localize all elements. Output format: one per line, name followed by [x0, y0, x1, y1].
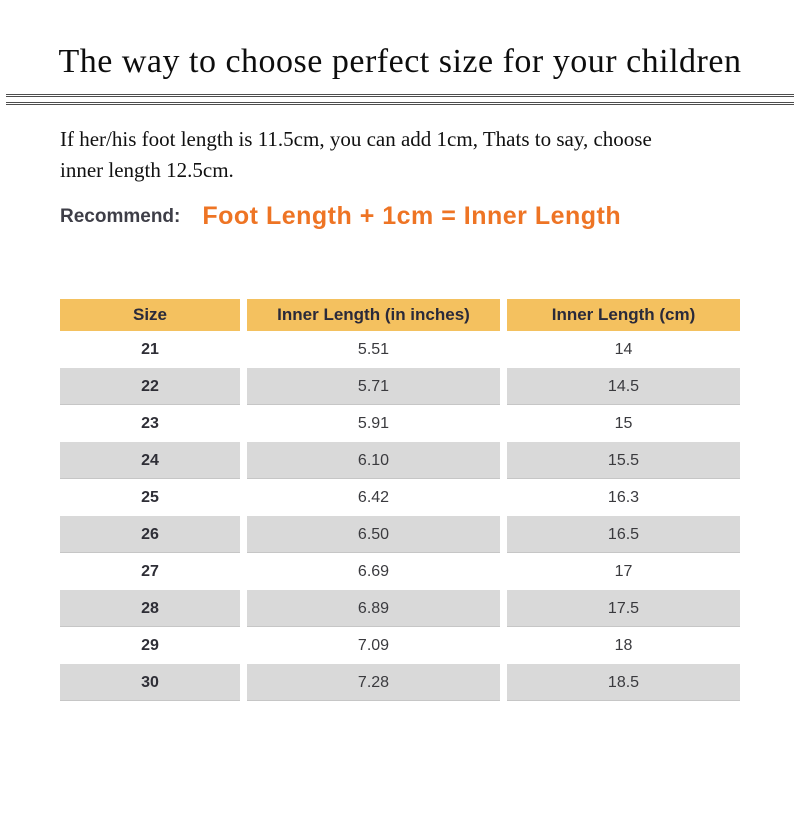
value-cell: 5.51: [247, 331, 500, 368]
intro-line-2: inner length 12.5cm.: [60, 158, 234, 182]
table-row: 30 7.28 18.5: [60, 664, 740, 701]
table-row: 22 5.71 14.5: [60, 368, 740, 405]
value-cell: 7.28: [247, 664, 500, 701]
header-cell-size: Size: [60, 299, 240, 331]
header-cell-cm: Inner Length (cm): [507, 299, 740, 331]
page-title: The way to choose perfect size for your …: [58, 43, 742, 80]
value-cell: 14.5: [507, 368, 740, 405]
table-row: 25 6.42 16.3: [60, 479, 740, 516]
intro-text: If her/his foot length is 11.5cm, you ca…: [60, 124, 740, 186]
size-table-body: 21 5.51 14 22 5.71 14.5 23 5.91 15 24 6.10 15.5 25 6.…: [60, 331, 740, 701]
intro-line-1: If her/his foot length is 11.5cm, you ca…: [60, 127, 652, 151]
size-cell: 21: [60, 331, 240, 368]
size-cell: 23: [60, 405, 240, 442]
recommend-formula: Foot Length + 1cm = Inner Length: [202, 202, 622, 230]
value-cell: 15.5: [507, 442, 740, 479]
value-cell: 17: [507, 553, 740, 590]
recommend-label: Recommend:: [60, 205, 181, 227]
value-cell: 15: [507, 405, 740, 442]
table-row: 27 6.69 17: [60, 553, 740, 590]
table-row: 24 6.10 15.5: [60, 442, 740, 479]
table-row: 21 5.51 14: [60, 331, 740, 368]
value-cell: 6.89: [247, 590, 500, 627]
table-header-row: Size Inner Length (in inches) Inner Leng…: [60, 299, 740, 331]
value-cell: 5.71: [247, 368, 500, 405]
size-cell: 27: [60, 553, 240, 590]
table-row: 29 7.09 18: [60, 627, 740, 664]
size-cell: 28: [60, 590, 240, 627]
size-cell: 22: [60, 368, 240, 405]
value-cell: 16.3: [507, 479, 740, 516]
value-cell: 6.50: [247, 516, 500, 553]
size-cell: 30: [60, 664, 240, 701]
table-row: 28 6.89 17.5: [60, 590, 740, 627]
value-cell: 6.42: [247, 479, 500, 516]
recommend-row: Recommend: Foot Length + 1cm = Inner Len…: [60, 202, 740, 231]
value-cell: 18: [507, 627, 740, 664]
size-cell: 24: [60, 442, 240, 479]
size-cell: 26: [60, 516, 240, 553]
value-cell: 14: [507, 331, 740, 368]
size-cell: 25: [60, 479, 240, 516]
value-cell: 6.10: [247, 442, 500, 479]
value-cell: 5.91: [247, 405, 500, 442]
table-row: 23 5.91 15: [60, 405, 740, 442]
value-cell: 6.69: [247, 553, 500, 590]
title-divider: [6, 94, 794, 105]
size-cell: 29: [60, 627, 240, 664]
header-cell-inches: Inner Length (in inches): [247, 299, 500, 331]
value-cell: 16.5: [507, 516, 740, 553]
value-cell: 18.5: [507, 664, 740, 701]
size-table: Size Inner Length (in inches) Inner Leng…: [60, 299, 740, 701]
table-row: 26 6.50 16.5: [60, 516, 740, 553]
value-cell: 17.5: [507, 590, 740, 627]
value-cell: 7.09: [247, 627, 500, 664]
